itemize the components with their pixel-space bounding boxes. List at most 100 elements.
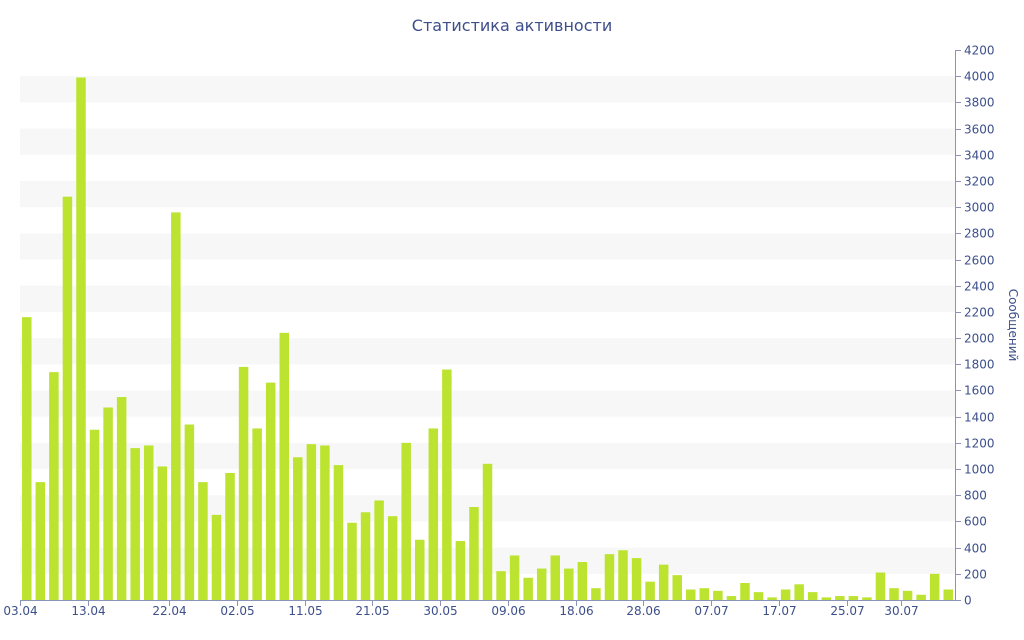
bar bbox=[401, 442, 411, 600]
bar bbox=[252, 428, 262, 600]
bar bbox=[821, 597, 832, 600]
grid-band bbox=[20, 233, 955, 260]
bar bbox=[807, 592, 818, 600]
y-tick-label: 3600 bbox=[964, 123, 995, 137]
bar bbox=[564, 568, 574, 600]
bar bbox=[523, 577, 533, 600]
bar bbox=[320, 445, 330, 600]
bar bbox=[862, 597, 872, 600]
bar bbox=[902, 590, 913, 600]
bar bbox=[686, 589, 696, 600]
bar bbox=[171, 212, 181, 600]
x-tick-labels: 03.04 13.04 22.04 02.05 11.05 21.05 30.05 09.06… bbox=[3, 600, 919, 618]
x-tick-label: 02.05 bbox=[220, 604, 254, 618]
grid-band bbox=[20, 338, 955, 365]
bar bbox=[916, 594, 926, 600]
x-tick-label: 21.05 bbox=[355, 604, 389, 618]
bar bbox=[415, 539, 425, 600]
x-tick-label: 28.06 bbox=[626, 604, 660, 618]
bar bbox=[740, 582, 750, 600]
y-tick-label: 800 bbox=[964, 489, 987, 503]
bar bbox=[753, 592, 764, 600]
bar bbox=[645, 581, 655, 600]
y-tick-label: 4000 bbox=[964, 70, 995, 84]
bar bbox=[225, 472, 235, 600]
x-tick-label: 13.04 bbox=[71, 604, 105, 618]
y-tick-label: 2000 bbox=[964, 332, 995, 346]
y-tick-label: 2200 bbox=[964, 306, 995, 320]
grid-band bbox=[20, 128, 955, 155]
y-tick-label: 1400 bbox=[964, 411, 995, 425]
grid-band bbox=[20, 285, 955, 312]
x-tick-label: 30.07 bbox=[884, 604, 918, 618]
y-tick-label: 600 bbox=[964, 515, 987, 529]
bar bbox=[428, 428, 439, 600]
bar bbox=[604, 554, 615, 600]
bar bbox=[794, 584, 804, 600]
x-tick-label: 07.07 bbox=[694, 604, 728, 618]
bar bbox=[184, 424, 195, 600]
x-tick-label: 30.05 bbox=[423, 604, 457, 618]
bar bbox=[238, 366, 249, 600]
y-tick-label: 3200 bbox=[964, 175, 995, 189]
bar bbox=[455, 541, 466, 600]
bar bbox=[130, 448, 140, 600]
bar bbox=[713, 590, 723, 600]
bar bbox=[699, 588, 710, 600]
bar bbox=[306, 444, 317, 600]
bar bbox=[211, 514, 222, 600]
bar bbox=[265, 382, 276, 600]
y-tick-label: 400 bbox=[964, 542, 987, 556]
bar bbox=[89, 429, 100, 600]
bar bbox=[333, 465, 344, 600]
x-tick-label: 11.05 bbox=[288, 604, 322, 618]
bar-series bbox=[22, 77, 953, 601]
bar bbox=[550, 555, 560, 600]
bar bbox=[469, 507, 479, 600]
axes bbox=[20, 50, 956, 601]
bar bbox=[62, 196, 73, 601]
bar bbox=[157, 466, 168, 600]
y-tick-label: 0 bbox=[964, 594, 972, 608]
bar bbox=[577, 562, 588, 600]
bar bbox=[35, 482, 46, 600]
bar bbox=[780, 589, 791, 600]
y-tick-label: 2800 bbox=[964, 227, 995, 241]
x-tick-label: 17.07 bbox=[762, 604, 796, 618]
y-tick-label: 3000 bbox=[964, 201, 995, 215]
y-tick-label: 1600 bbox=[964, 384, 995, 398]
bar bbox=[442, 369, 452, 600]
bar bbox=[116, 397, 127, 600]
bar bbox=[848, 596, 859, 600]
bar bbox=[103, 407, 113, 600]
bar bbox=[482, 463, 493, 600]
y-tick-label: 1800 bbox=[964, 358, 995, 372]
bar bbox=[631, 558, 642, 600]
bar bbox=[726, 596, 737, 600]
grid-band bbox=[20, 390, 955, 417]
bar bbox=[198, 482, 208, 600]
x-tick-label: 25.07 bbox=[830, 604, 864, 618]
bar bbox=[672, 575, 682, 600]
bar bbox=[658, 564, 669, 600]
x-tick-label: 18.06 bbox=[559, 604, 593, 618]
bar bbox=[591, 588, 601, 600]
y-tick-label: 1200 bbox=[964, 437, 995, 451]
y-tick-label: 4200 bbox=[964, 44, 995, 58]
y-tick-label: 1000 bbox=[964, 463, 995, 477]
bar bbox=[618, 550, 628, 600]
bar bbox=[76, 77, 86, 600]
bar bbox=[347, 522, 357, 600]
bar bbox=[279, 332, 289, 600]
grid-band bbox=[20, 180, 955, 208]
bar bbox=[536, 568, 547, 600]
bar bbox=[496, 571, 506, 600]
bar bbox=[387, 516, 398, 600]
bar bbox=[875, 572, 886, 600]
bar bbox=[360, 512, 371, 600]
bar bbox=[943, 589, 953, 600]
bar bbox=[929, 573, 940, 600]
bar bbox=[22, 317, 32, 600]
